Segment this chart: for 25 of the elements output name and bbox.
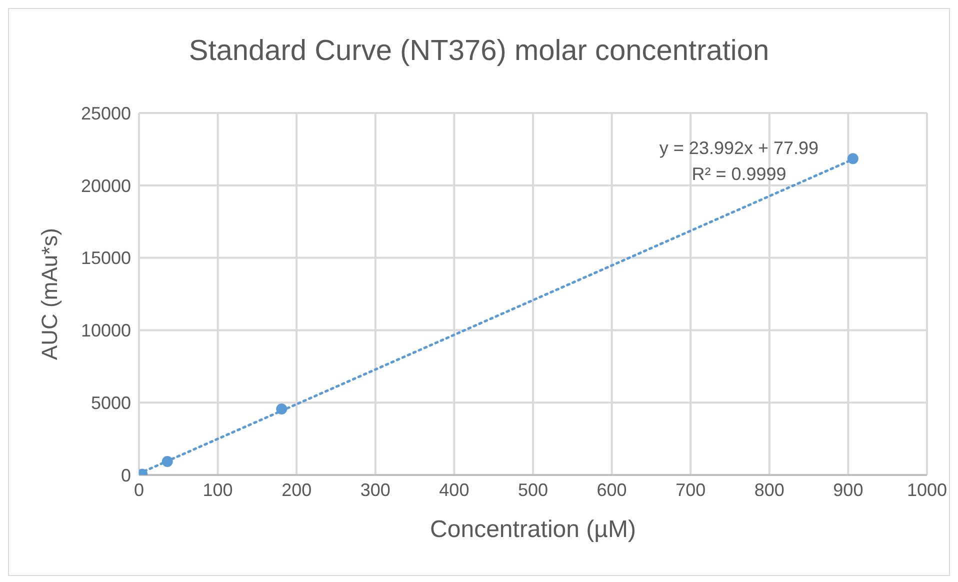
y-axis-title: AUC (mAu*s) [36,228,62,360]
x-tick-label: 1000 [906,480,948,500]
y-tick-label: 5000 [90,392,131,413]
y-tick-label: 0 [120,465,131,486]
point [276,403,288,414]
x-axis-title: Concentration (µM) [430,516,636,543]
x-tick-label: 900 [833,480,864,500]
annotation: y = 23.992x + 77.99 [658,137,820,160]
chart-title: Standard Curve (NT376) molar concentration [188,35,770,68]
point [162,456,173,468]
point [847,153,858,164]
x-tick-label: 500 [518,480,548,500]
x-tick-label: 400 [439,480,470,500]
x-tick-label: 800 [754,480,784,500]
y-tick-label: 25000 [80,103,131,124]
x-tick-label: 0 [134,480,144,500]
x-tick-label: 100 [202,480,233,500]
x-tick-label: 200 [282,480,312,500]
x-tick-label: 300 [360,480,390,500]
annotation: R² = 0.9999 [690,163,788,186]
x-tick-label: 700 [676,480,706,500]
y-tick-label: 15000 [80,248,131,268]
y-tick-label: 10000 [80,320,131,341]
y-tick-label: 20000 [80,176,131,196]
x-tick-label: 600 [596,480,627,500]
